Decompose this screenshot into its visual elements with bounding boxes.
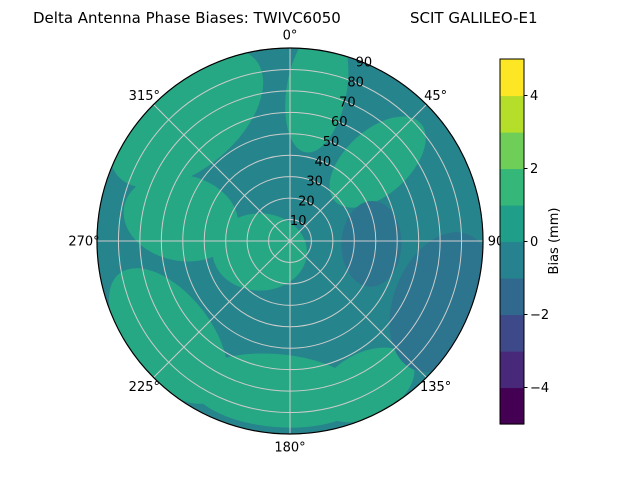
bias-high-region <box>123 174 239 262</box>
colorbar-segment <box>500 95 524 133</box>
bias-low-region <box>341 200 402 287</box>
elevation-tick-label: 90 <box>356 56 373 71</box>
bias-high-region <box>329 116 426 208</box>
azimuth-gridline <box>153 104 291 242</box>
colorbar-tick-label: −4 <box>530 381 549 396</box>
azimuth-tick-label: 225° <box>129 380 160 395</box>
azimuth-tick-label: 45° <box>424 89 447 104</box>
polar-boundary <box>96 47 484 435</box>
elevation-tick-label: 50 <box>323 135 340 150</box>
azimuth-tick-label: 180° <box>274 441 305 456</box>
azimuth-tick-label: 135° <box>420 380 451 395</box>
azimuth-gridline <box>153 240 291 378</box>
colorbar-segment <box>500 351 524 389</box>
colorbar-segment <box>500 205 524 243</box>
bias-high-region <box>318 347 415 423</box>
azimuth-gridline <box>289 104 427 242</box>
chart-title: Delta Antenna Phase Biases: TWIVC6050 <box>33 9 341 27</box>
colorbar-segment <box>500 241 524 279</box>
elevation-tick-label: 10 <box>290 214 307 229</box>
azimuth-tick-label: 315° <box>129 89 160 104</box>
azimuth-tick-label: 270° <box>68 235 99 250</box>
bias-high-region <box>212 213 307 291</box>
colorbar-tick-label: 0 <box>530 235 538 250</box>
elevation-tick-label: 70 <box>339 95 356 110</box>
colorbar-segment <box>500 387 524 425</box>
polar-grid <box>96 47 484 435</box>
bias-high-region <box>285 48 349 153</box>
elevation-tick-label: 30 <box>306 175 323 190</box>
colorbar-segment <box>500 278 524 316</box>
azimuth-gridline <box>289 240 427 378</box>
azimuth-tick-label: 0° <box>283 29 298 44</box>
axis-labels: 1020304050607080900°45°90135°180°225°270… <box>68 29 504 456</box>
elevation-tick-label: 60 <box>331 115 348 130</box>
chart-subtitle: SCIT GALILEO-E1 <box>410 9 538 27</box>
colorbar-segment <box>500 132 524 170</box>
colorbar-axis-label: Bias (mm) <box>547 208 562 275</box>
elevation-tick-label: 80 <box>347 76 364 91</box>
colorbar: 4 2 0 −2 −4 <box>499 58 549 425</box>
colorbar-segment <box>500 168 524 206</box>
colorbar-tick-label: 4 <box>530 89 538 104</box>
elevation-tick-label: 40 <box>315 155 332 170</box>
colorbar-tick-label: −2 <box>530 308 549 323</box>
bias-high-region <box>108 268 228 404</box>
colorbar-segment <box>500 59 524 97</box>
colorbar-tick-label: 2 <box>530 162 538 177</box>
elevation-tick-label: 20 <box>298 194 315 209</box>
colorbar-segment <box>500 314 524 352</box>
